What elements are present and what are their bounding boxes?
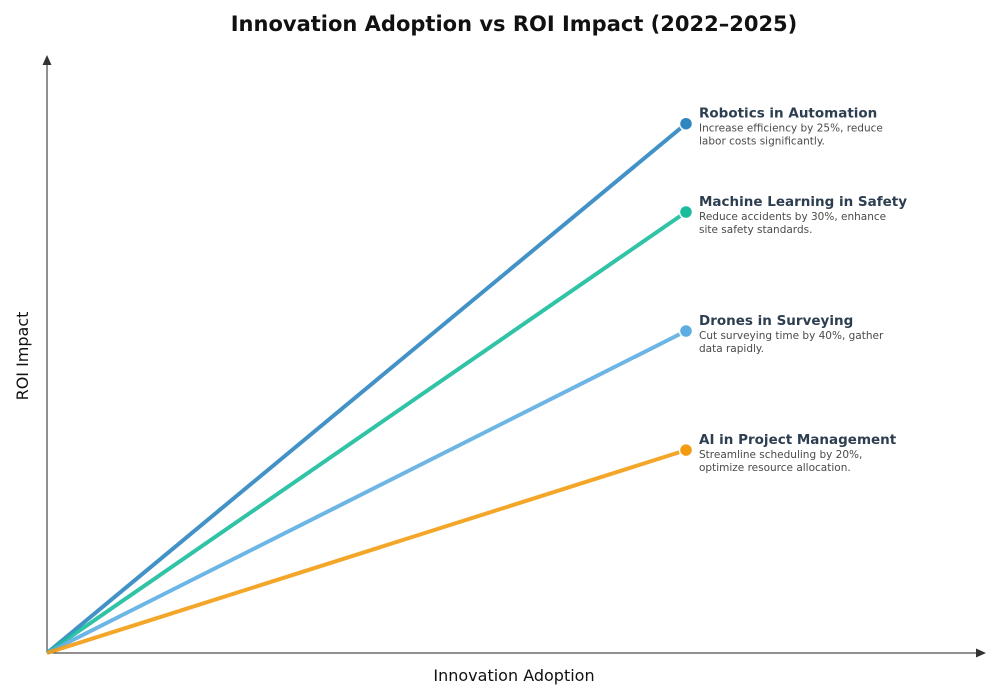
series-description-line: optimize resource allocation.: [699, 462, 851, 474]
series-description-line: Increase efficiency by 25%, reduce: [699, 123, 883, 135]
series-endpoint-marker: [678, 323, 694, 339]
y-axis-label: ROI Impact: [13, 312, 32, 401]
series-endpoint-marker: [678, 204, 694, 220]
x-axis-arrow-icon: [976, 648, 986, 658]
series-description-line: site safety standards.: [699, 224, 812, 236]
axes: [42, 55, 986, 658]
series-description-line: Reduce accidents by 30%, enhance: [699, 211, 886, 223]
series-description-line: data rapidly.: [699, 343, 764, 355]
series-description-line: Cut surveying time by 40%, gather: [699, 330, 884, 342]
series-description-line: Streamline scheduling by 20%,: [699, 449, 862, 461]
series-line: [45, 210, 688, 655]
series-name-label: Robotics in Automation: [699, 106, 877, 122]
series-name-label: Drones in Surveying: [699, 313, 853, 329]
series-line: [46, 448, 687, 655]
x-axis-label: Innovation Adoption: [433, 666, 594, 685]
series-name-label: AI in Project Management: [699, 432, 897, 448]
series-endpoint-marker: [678, 442, 694, 458]
series-description-line: labor costs significantly.: [699, 136, 825, 148]
chart-title: Innovation Adoption vs ROI Impact (2022–…: [231, 12, 798, 36]
series-endpoint-marker: [678, 116, 694, 131]
series-line: [46, 329, 687, 655]
series-line: [45, 122, 688, 655]
series-name-label: Machine Learning in Safety: [699, 194, 907, 210]
y-axis-arrow-icon: [42, 55, 52, 65]
